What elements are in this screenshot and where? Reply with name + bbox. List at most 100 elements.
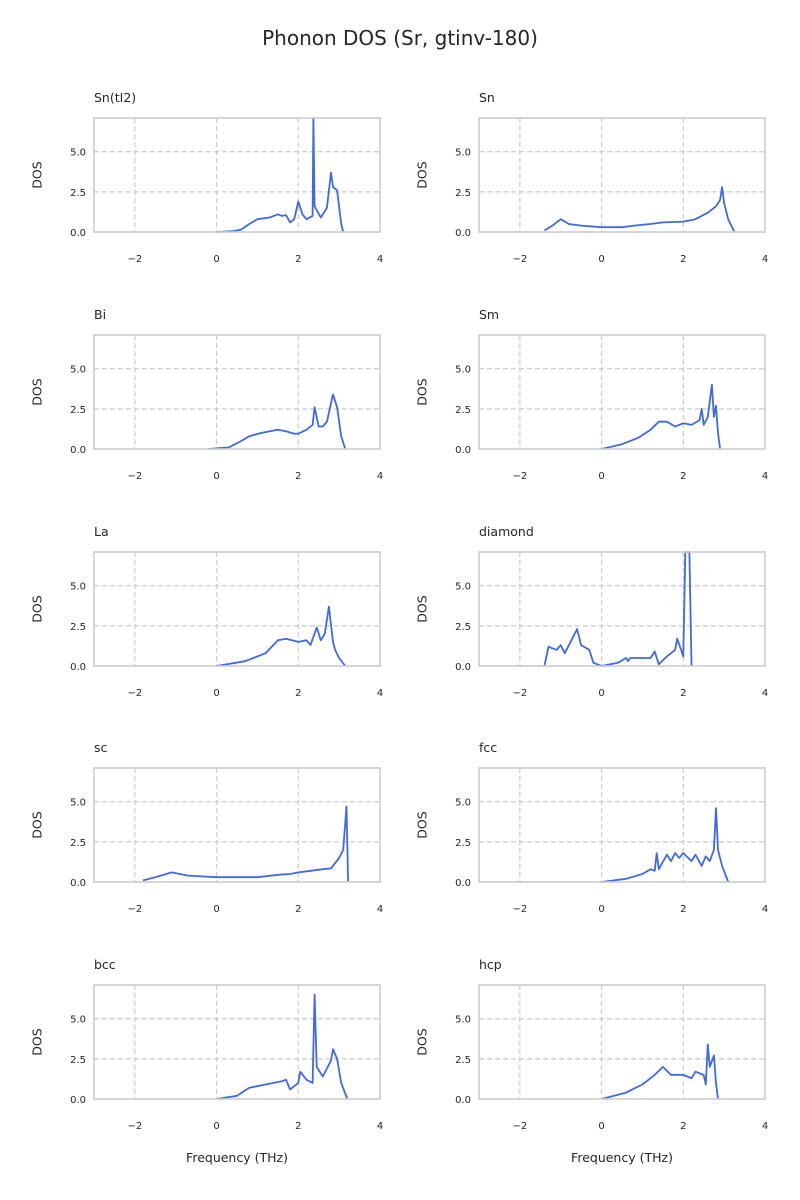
subplot-title: Sn(tI2) [94, 90, 136, 105]
axes-frame [93, 767, 381, 883]
x-tick-label: 0 [598, 254, 604, 265]
y-axis-label: DOS [414, 161, 429, 188]
x-tick-label: −2 [512, 471, 527, 482]
x-tick-label: 4 [762, 688, 768, 699]
axes-frame [478, 117, 766, 233]
x-tick-label: 2 [295, 1121, 301, 1132]
subplot-title: Sm [479, 307, 499, 322]
y-tick-label: 0.0 [455, 1095, 471, 1106]
x-tick-label: −2 [127, 904, 142, 915]
y-tick-label: 0.0 [455, 878, 471, 889]
subplot-la: La −2 0 2 4 0.0 2.5 5.0 DOS [29, 524, 383, 699]
dos-line [216, 605, 347, 667]
x-tick-label: −2 [512, 688, 527, 699]
subplot-sn: Sn −2 0 2 4 0.0 2.5 5.0 DOS [414, 90, 768, 265]
dos-line [216, 993, 349, 1100]
y-tick-label: 2.5 [455, 1055, 471, 1066]
axes-frame [478, 767, 766, 883]
y-tick-label: 5.0 [70, 582, 86, 593]
x-tick-label: 4 [762, 904, 768, 915]
y-tick-label: 2.5 [455, 405, 471, 416]
x-axis-label: Frequency (THz) [571, 1150, 673, 1165]
axes-frame [93, 984, 381, 1100]
x-tick-label: 4 [377, 688, 383, 699]
subplot-hcp: hcp −2 0 2 4 0.0 2.5 5.0 DOS Frequency (THz) [414, 957, 768, 1165]
dos-line [601, 383, 721, 450]
subplot-title: hcp [479, 957, 502, 972]
y-tick-label: 2.5 [70, 622, 86, 633]
x-tick-label: 4 [762, 1121, 768, 1132]
x-tick-label: −2 [512, 1121, 527, 1132]
subplot-title: fcc [479, 740, 497, 755]
axes-frame [93, 551, 381, 667]
subplot-title: diamond [479, 524, 534, 539]
dos-line [543, 186, 736, 233]
x-tick-label: 2 [295, 254, 301, 265]
y-tick-label: 0.0 [70, 662, 86, 673]
y-tick-label: 2.5 [455, 188, 471, 199]
subplot-diamond: diamond −2 0 2 4 0.0 2.5 5.0 DOS [414, 524, 768, 699]
x-axis-label: Frequency (THz) [186, 1150, 288, 1165]
x-tick-label: 4 [377, 254, 383, 265]
x-tick-label: 0 [598, 688, 604, 699]
x-tick-label: 2 [680, 471, 686, 482]
x-tick-label: 2 [680, 688, 686, 699]
x-tick-label: 0 [213, 254, 219, 265]
y-tick-label: 2.5 [70, 405, 86, 416]
x-tick-label: −2 [127, 471, 142, 482]
y-tick-label: 0.0 [70, 445, 86, 456]
y-tick-label: 2.5 [455, 838, 471, 849]
y-axis-label: DOS [414, 378, 429, 405]
x-tick-label: −2 [512, 904, 527, 915]
y-tick-label: 0.0 [70, 1095, 86, 1106]
subplot-title: La [94, 524, 109, 539]
x-tick-label: 2 [295, 904, 301, 915]
x-tick-label: 4 [377, 904, 383, 915]
x-tick-label: 0 [598, 904, 604, 915]
subplot-title: Sn [479, 90, 495, 105]
axes-frame [478, 984, 766, 1100]
x-tick-label: −2 [127, 688, 142, 699]
y-axis-label: DOS [29, 595, 44, 622]
y-tick-label: 2.5 [455, 622, 471, 633]
dos-line [543, 551, 693, 667]
y-tick-label: 5.0 [455, 148, 471, 159]
y-tick-label: 5.0 [70, 1015, 86, 1026]
axes-frame [478, 551, 766, 667]
x-tick-label: 2 [680, 904, 686, 915]
y-tick-label: 5.0 [455, 1015, 471, 1026]
figure-title: Phonon DOS (Sr, gtinv-180) [262, 26, 538, 50]
y-tick-label: 5.0 [455, 582, 471, 593]
axes-frame [93, 334, 381, 450]
x-tick-label: −2 [512, 254, 527, 265]
x-tick-label: 4 [762, 254, 768, 265]
x-tick-label: 2 [295, 688, 301, 699]
x-tick-label: 2 [295, 471, 301, 482]
y-axis-label: DOS [29, 378, 44, 405]
y-axis-label: DOS [414, 811, 429, 838]
subplot-title: bcc [94, 957, 116, 972]
y-axis-label: DOS [414, 595, 429, 622]
subplot-sc: sc −2 0 2 4 0.0 2.5 5.0 DOS [29, 740, 383, 915]
x-tick-label: −2 [127, 254, 142, 265]
subplot-title: sc [94, 740, 108, 755]
axes-frame [93, 117, 381, 233]
y-tick-label: 5.0 [70, 365, 86, 376]
x-tick-label: 4 [377, 1121, 383, 1132]
y-tick-label: 5.0 [455, 798, 471, 809]
y-tick-label: 5.0 [70, 798, 86, 809]
subplot-fcc: fcc −2 0 2 4 0.0 2.5 5.0 DOS [414, 740, 768, 915]
dos-line [142, 805, 349, 883]
y-tick-label: 5.0 [455, 365, 471, 376]
y-tick-label: 5.0 [70, 148, 86, 159]
x-tick-label: 4 [377, 471, 383, 482]
x-tick-label: 0 [213, 471, 219, 482]
dos-line [601, 1043, 719, 1100]
x-tick-label: 4 [762, 471, 768, 482]
subplot-sn-ti2-: Sn(tI2) −2 0 2 4 0.0 2.5 5.0 DOS [29, 90, 383, 265]
x-tick-label: 2 [680, 1121, 686, 1132]
y-tick-label: 2.5 [70, 838, 86, 849]
y-axis-label: DOS [29, 1028, 44, 1055]
y-tick-label: 0.0 [70, 228, 86, 239]
